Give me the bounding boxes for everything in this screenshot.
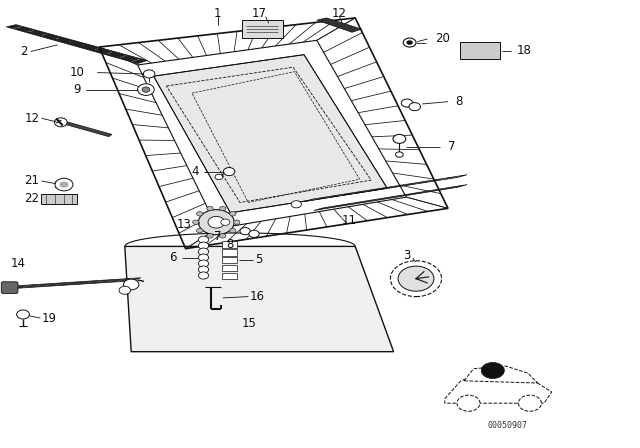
Text: 7: 7 — [214, 230, 221, 243]
Circle shape — [457, 395, 480, 411]
Circle shape — [142, 87, 150, 92]
Circle shape — [518, 395, 541, 411]
Circle shape — [249, 230, 259, 237]
Text: 11: 11 — [341, 214, 356, 228]
Polygon shape — [125, 246, 394, 352]
Circle shape — [401, 99, 413, 107]
Circle shape — [230, 211, 236, 216]
Circle shape — [138, 84, 154, 95]
Circle shape — [54, 118, 67, 127]
FancyBboxPatch shape — [242, 20, 283, 38]
Polygon shape — [6, 278, 141, 289]
Polygon shape — [314, 185, 467, 211]
Circle shape — [198, 236, 209, 243]
Circle shape — [390, 261, 442, 297]
Circle shape — [193, 220, 199, 224]
Text: 12: 12 — [24, 112, 40, 125]
FancyBboxPatch shape — [460, 42, 500, 59]
Polygon shape — [317, 18, 362, 32]
Text: 2: 2 — [20, 45, 28, 58]
Circle shape — [220, 207, 226, 211]
Circle shape — [119, 286, 131, 294]
FancyBboxPatch shape — [222, 241, 237, 248]
Text: 8: 8 — [456, 95, 463, 108]
Circle shape — [198, 210, 234, 235]
Text: 00050907: 00050907 — [488, 421, 527, 430]
FancyBboxPatch shape — [222, 265, 237, 271]
FancyBboxPatch shape — [41, 194, 77, 204]
Circle shape — [220, 233, 226, 238]
FancyBboxPatch shape — [222, 273, 237, 279]
Circle shape — [223, 168, 235, 176]
Polygon shape — [6, 25, 147, 64]
Circle shape — [398, 266, 434, 291]
Text: 18: 18 — [517, 44, 532, 57]
Text: 6: 6 — [169, 251, 177, 264]
FancyBboxPatch shape — [222, 249, 237, 255]
Circle shape — [234, 220, 240, 224]
Polygon shape — [61, 121, 112, 137]
Text: 10: 10 — [69, 66, 84, 79]
Circle shape — [60, 181, 68, 188]
Text: 3: 3 — [403, 249, 410, 262]
Circle shape — [221, 219, 230, 225]
Text: 14: 14 — [10, 257, 26, 270]
Circle shape — [406, 40, 413, 45]
Circle shape — [198, 272, 209, 279]
Circle shape — [198, 260, 209, 267]
Circle shape — [215, 174, 223, 180]
Circle shape — [230, 228, 236, 233]
Text: 7: 7 — [448, 140, 456, 154]
Circle shape — [196, 228, 203, 233]
Circle shape — [409, 103, 420, 111]
Polygon shape — [464, 366, 538, 383]
Circle shape — [393, 134, 406, 143]
Circle shape — [291, 201, 301, 208]
Circle shape — [196, 211, 203, 216]
Circle shape — [481, 362, 504, 379]
Circle shape — [55, 178, 73, 191]
Text: 12: 12 — [332, 7, 347, 20]
Text: 17: 17 — [252, 7, 267, 20]
Polygon shape — [154, 55, 387, 213]
Circle shape — [143, 70, 155, 78]
Text: 22: 22 — [24, 191, 40, 205]
Text: 13: 13 — [177, 218, 192, 232]
Circle shape — [240, 228, 250, 235]
Polygon shape — [304, 175, 467, 202]
Circle shape — [207, 233, 213, 238]
Circle shape — [198, 254, 209, 261]
Text: 20: 20 — [435, 32, 450, 46]
Circle shape — [198, 248, 209, 255]
Circle shape — [403, 38, 416, 47]
Text: 16: 16 — [250, 290, 264, 303]
Text: 15: 15 — [242, 317, 257, 330]
Text: 8: 8 — [227, 237, 234, 251]
Text: 5: 5 — [255, 253, 262, 267]
Text: 4: 4 — [191, 165, 199, 178]
Circle shape — [207, 207, 213, 211]
Text: 9: 9 — [73, 83, 81, 96]
Circle shape — [208, 216, 225, 228]
Text: 1: 1 — [214, 7, 221, 20]
Text: 21: 21 — [24, 173, 40, 187]
Circle shape — [17, 310, 29, 319]
Circle shape — [396, 152, 403, 157]
Circle shape — [124, 279, 139, 290]
Text: 19: 19 — [42, 311, 56, 325]
FancyBboxPatch shape — [222, 257, 237, 263]
FancyBboxPatch shape — [1, 282, 18, 293]
Polygon shape — [445, 374, 552, 403]
Circle shape — [198, 242, 209, 249]
Circle shape — [198, 266, 209, 273]
